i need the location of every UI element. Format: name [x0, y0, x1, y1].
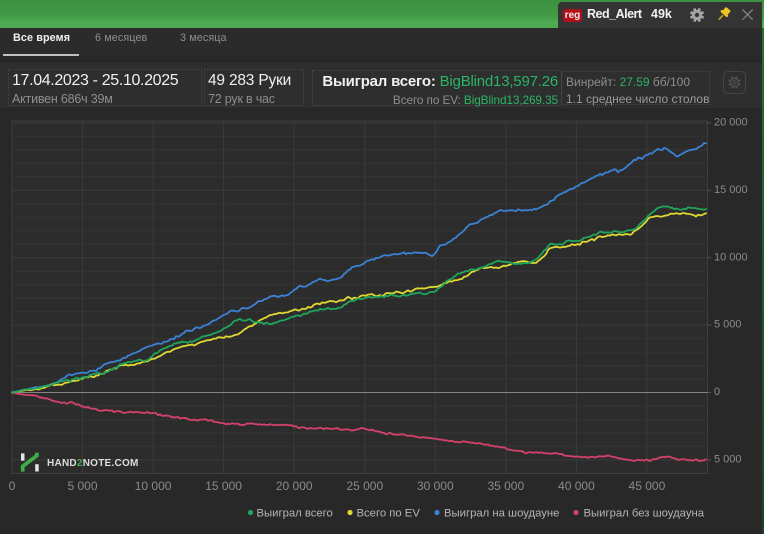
svg-text:0: 0 — [714, 386, 720, 398]
svg-text:5 000: 5 000 — [714, 319, 742, 331]
svg-text:25 000: 25 000 — [346, 479, 383, 493]
svg-text:Выиграл всего: Выиграл всего — [257, 508, 333, 520]
svg-text:Выиграл на шоудауне: Выиграл на шоудауне — [444, 508, 559, 520]
svg-text:Всего по EV: Всего по EV — [357, 508, 421, 520]
svg-text:10 000: 10 000 — [135, 479, 172, 493]
svg-text:HAND2NOTE.COM: HAND2NOTE.COM — [47, 458, 139, 469]
svg-text:20 000: 20 000 — [714, 117, 748, 129]
svg-text:15 000: 15 000 — [714, 184, 748, 196]
svg-text:30 000: 30 000 — [417, 479, 454, 493]
svg-text:15 000: 15 000 — [205, 479, 242, 493]
svg-text:10 000: 10 000 — [714, 251, 748, 263]
svg-text:5 000: 5 000 — [714, 454, 742, 466]
svg-text:40 000: 40 000 — [558, 479, 595, 493]
svg-text:0: 0 — [9, 479, 16, 493]
svg-text:45 000: 45 000 — [629, 479, 666, 493]
svg-text:20 000: 20 000 — [276, 479, 313, 493]
svg-text:35 000: 35 000 — [487, 479, 524, 493]
svg-text:Выиграл без шоудауна: Выиграл без шоудауна — [584, 508, 705, 520]
svg-text:5 000: 5 000 — [67, 479, 97, 493]
